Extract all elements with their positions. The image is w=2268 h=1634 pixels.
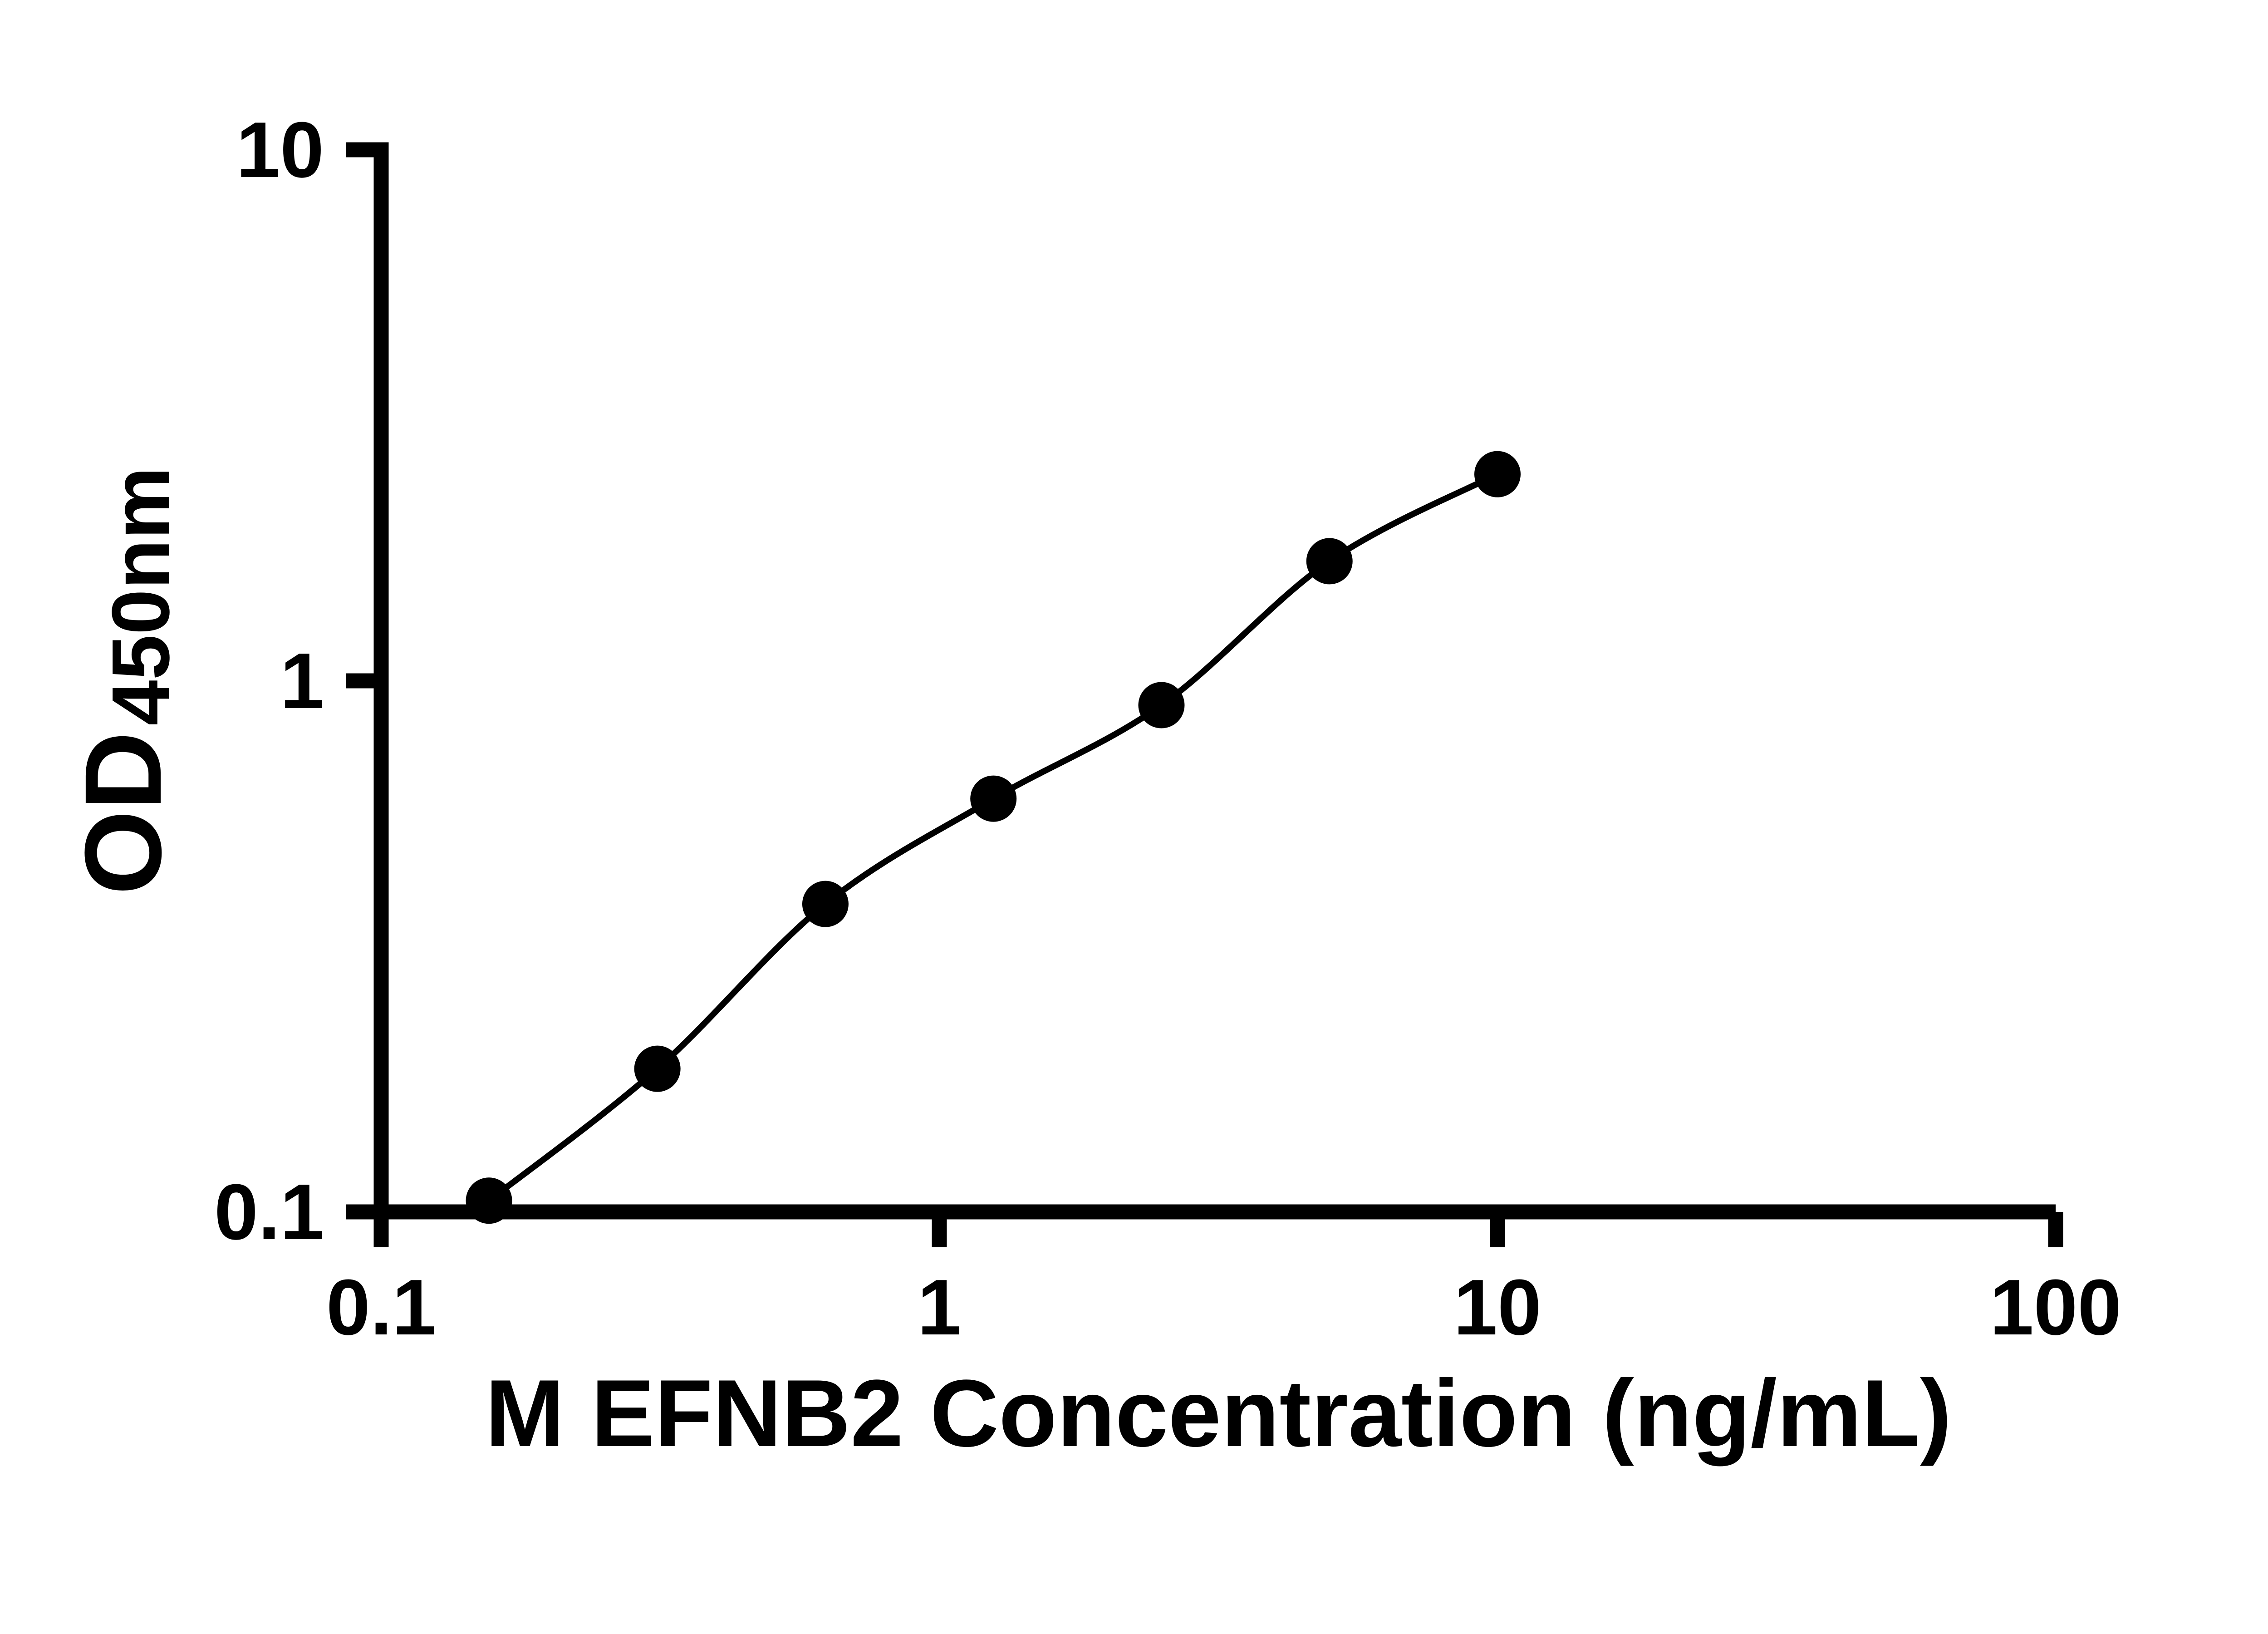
curve-group	[487, 471, 1499, 1203]
x-tick-label: 1	[918, 1263, 962, 1351]
y-axis-title-main: OD	[62, 732, 184, 895]
data-point	[1138, 682, 1185, 728]
data-point	[1474, 451, 1521, 497]
x-tick-label: 0.1	[326, 1263, 436, 1351]
y-tick-label: 1	[280, 636, 324, 725]
y-axis-title-sub: 450nm	[95, 467, 187, 725]
y-axis-title: OD 450nm	[62, 467, 187, 895]
x-tick-label: 10	[1453, 1263, 1541, 1351]
x-tick-label: 100	[1990, 1263, 2121, 1351]
ticks-group	[346, 142, 2063, 1247]
data-point	[466, 1177, 512, 1224]
tick-labels-group: 0.1 1 10 100 0.1 1 10	[214, 105, 2121, 1351]
data-point	[1306, 538, 1353, 585]
y-tick-label: 0.1	[214, 1167, 324, 1256]
x-axis-title: M EFNB2 Concentration (ng/mL)	[485, 1360, 1952, 1467]
y-tick-label: 10	[236, 105, 324, 194]
data-point	[634, 1045, 681, 1092]
axis-lines	[373, 142, 2056, 1220]
fit-curve	[487, 471, 1499, 1203]
data-point	[970, 775, 1017, 822]
axes-group	[373, 142, 2056, 1220]
points-group	[466, 451, 1521, 1224]
data-point	[802, 881, 849, 927]
